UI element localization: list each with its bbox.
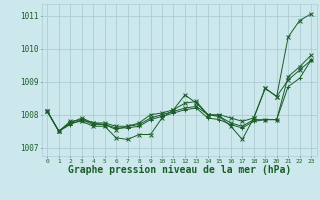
X-axis label: Graphe pression niveau de la mer (hPa): Graphe pression niveau de la mer (hPa) [68, 165, 291, 175]
